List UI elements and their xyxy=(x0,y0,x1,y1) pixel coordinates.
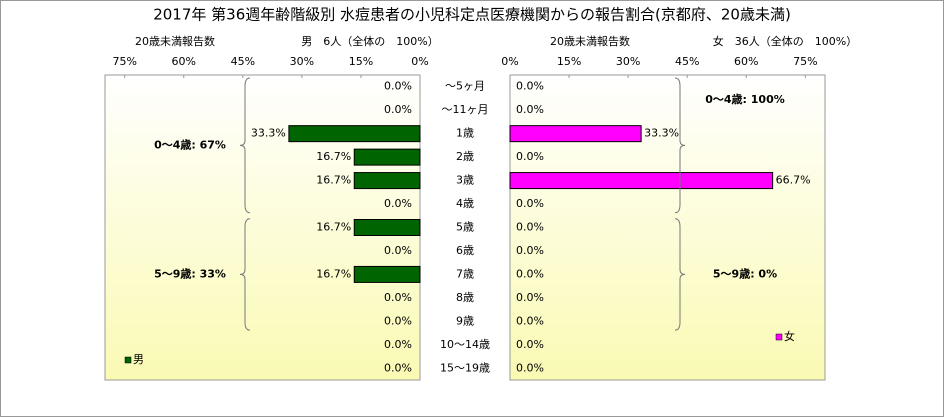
value-label: 66.7% xyxy=(776,174,811,187)
bar xyxy=(353,265,421,283)
legend-label: 女 xyxy=(784,329,795,343)
value-label: 0.0% xyxy=(384,80,412,93)
value-label: 0.0% xyxy=(516,291,544,304)
category-label: 2歳 xyxy=(456,150,474,163)
x-tick-label: 60% xyxy=(734,55,758,68)
category-label: 15～19歳 xyxy=(440,361,490,374)
axis-title: 20歳未満報告数 xyxy=(550,35,630,48)
category-label: 7歳 xyxy=(456,267,474,280)
bar xyxy=(353,219,421,236)
x-tick-label: 45% xyxy=(675,55,699,68)
bar xyxy=(509,172,774,190)
x-tick-label: 75% xyxy=(793,55,817,68)
value-label: 0.0% xyxy=(384,103,412,116)
value-label: 33.3% xyxy=(251,127,286,140)
category-label: 4歳 xyxy=(456,197,474,210)
bracket xyxy=(239,218,251,331)
bracket xyxy=(674,77,686,214)
value-label: 0.0% xyxy=(516,244,544,257)
value-label: 16.7% xyxy=(316,221,351,234)
category-label: 9歳 xyxy=(456,314,474,327)
value-label: 0.0% xyxy=(516,338,544,351)
x-tick-label: 0% xyxy=(411,55,428,68)
value-label: 0.0% xyxy=(516,221,544,234)
x-tick-label: 0% xyxy=(501,55,518,68)
axis-title: 20歳未満報告数 xyxy=(135,35,215,48)
category-label: 3歳 xyxy=(456,174,474,187)
annotation: 0～4歳: 100% xyxy=(705,92,785,106)
value-label: 0.0% xyxy=(516,103,544,116)
value-label: 0.0% xyxy=(384,291,412,304)
x-tick-label: 75% xyxy=(112,55,136,68)
bracket xyxy=(239,77,251,214)
annotation: 5～9歳: 33% xyxy=(154,266,226,280)
x-tick-label: 15% xyxy=(557,55,581,68)
value-label: 0.0% xyxy=(516,150,544,163)
category-label: ～5ヶ月 xyxy=(445,80,485,93)
annotation: 0～4歳: 67% xyxy=(154,137,226,151)
bar xyxy=(509,125,642,143)
value-label: 0.0% xyxy=(384,197,412,210)
bracket xyxy=(674,218,686,331)
category-label: 5歳 xyxy=(456,221,474,234)
annotation: 5～9歳: 0% xyxy=(713,266,777,280)
category-label: ～11ヶ月 xyxy=(442,103,489,116)
value-label: 16.7% xyxy=(316,174,351,187)
category-label: 10～14歳 xyxy=(440,338,490,351)
value-label: 0.0% xyxy=(516,361,544,374)
x-tick-label: 15% xyxy=(349,55,373,68)
value-label: 0.0% xyxy=(384,361,412,374)
bar xyxy=(353,172,421,190)
category-label: 8歳 xyxy=(456,291,474,304)
bar xyxy=(353,148,421,166)
legend-swatch xyxy=(775,333,783,341)
legend-label: 男 xyxy=(133,353,144,366)
x-tick-label: 30% xyxy=(290,55,314,68)
value-label: 0.0% xyxy=(384,244,412,257)
subtitle: 男 6人（全体の 100%） xyxy=(301,34,438,48)
chart-title: 2017年 第36週年齢階級別 水痘患者の小児科定点医療機関からの報告割合(京都… xyxy=(153,6,791,24)
legend-swatch xyxy=(124,356,132,364)
x-tick-label: 30% xyxy=(616,55,640,68)
x-tick-label: 60% xyxy=(172,55,196,68)
subtitle: 女 36人（全体の 100%） xyxy=(713,34,857,48)
value-label: 16.7% xyxy=(316,150,351,163)
value-label: 16.7% xyxy=(316,267,351,280)
category-label: 6歳 xyxy=(456,244,474,257)
value-label: 0.0% xyxy=(384,338,412,351)
category-label: 1歳 xyxy=(456,127,474,140)
bar xyxy=(288,125,421,143)
value-label: 0.0% xyxy=(516,197,544,210)
value-label: 0.0% xyxy=(516,314,544,327)
x-tick-label: 45% xyxy=(231,55,255,68)
value-label: 33.3% xyxy=(644,127,679,140)
value-label: 0.0% xyxy=(516,267,544,280)
value-label: 0.0% xyxy=(384,314,412,327)
value-label: 0.0% xyxy=(516,80,544,93)
